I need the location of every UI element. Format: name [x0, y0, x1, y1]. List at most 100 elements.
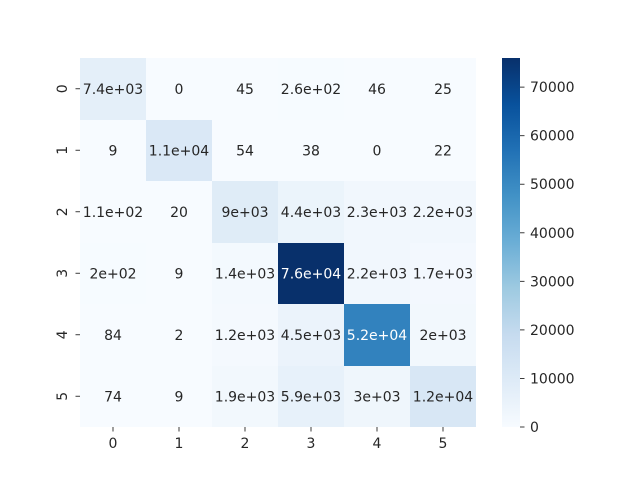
x-tick-2: 2 [241, 427, 250, 452]
colorbar-tick-7: 70000 [520, 80, 575, 96]
x-tick-1: 1 [175, 427, 184, 452]
colorbar-tick-6: 60000 [520, 129, 575, 145]
cell-annotation-r2-c5: 2.2e+03 [413, 205, 473, 221]
x-tick-label-1: 1 [175, 436, 184, 452]
heatmap-cell-r5-c3 [278, 366, 344, 427]
heatmap-cell-r3-c5 [410, 243, 476, 304]
heatmap-cell-r3-c1 [146, 243, 212, 304]
colorbar-tick-label-6: 60000 [530, 129, 575, 145]
colorbar-tick-label-7: 70000 [530, 80, 575, 96]
y-tick-label-1: 1 [55, 146, 71, 155]
heatmap-cell-r0-c4 [344, 58, 410, 120]
cell-annotation-r0-c3: 2.6e+02 [281, 82, 341, 98]
cell-annotation-r5-c3: 5.9e+03 [281, 389, 341, 405]
x-tick-label-4: 4 [373, 436, 382, 452]
heatmap-cell-r5-c5 [410, 366, 476, 427]
cell-annotation-r1-c2: 54 [236, 143, 254, 159]
cell-annotation-r0-c1: 0 [175, 82, 184, 98]
cell-annotation-r0-c4: 46 [368, 82, 386, 98]
y-tick-1: 1 [55, 146, 80, 155]
heatmap-cell-r3-c2 [212, 243, 278, 304]
cell-annotation-r3-c1: 9 [175, 266, 184, 282]
cell-annotation-r1-c1: 1.1e+04 [149, 143, 210, 159]
heatmap-cell-r1-c3 [278, 120, 344, 181]
cell-annotation-r3-c3: 7.6e+04 [281, 266, 342, 282]
colorbar-tick-2: 20000 [520, 323, 575, 339]
cell-annotation-r4-c1: 2 [175, 328, 184, 344]
colorbar-tick-label-3: 30000 [530, 274, 575, 290]
heatmap-cell-r1-c1 [146, 120, 212, 181]
heatmap-cell-r3-c4 [344, 243, 410, 304]
colorbar-tick-0: 0 [520, 420, 539, 436]
cell-annotation-r1-c0: 9 [109, 143, 118, 159]
heatmap-cell-r4-c2 [212, 304, 278, 366]
heatmap-cell-r5-c0 [80, 366, 146, 427]
heatmap-cell-r4-c1 [146, 304, 212, 366]
colorbar-tick-1: 10000 [520, 371, 575, 387]
cell-annotation-r2-c3: 4.4e+03 [281, 205, 341, 221]
cell-annotation-r1-c3: 38 [302, 143, 320, 159]
y-tick-label-0: 0 [55, 84, 71, 93]
cell-annotation-r5-c5: 1.2e+04 [413, 389, 474, 405]
cell-annotation-r3-c2: 1.4e+03 [215, 266, 275, 282]
heatmap-cell-r0-c5 [410, 58, 476, 120]
y-tick-4: 4 [55, 330, 80, 339]
cell-annotation-r2-c0: 1.1e+02 [83, 205, 143, 221]
y-tick-0: 0 [55, 84, 80, 93]
x-axis-ticks: 0 1 2 3 4 5 [109, 427, 447, 452]
colorbar [502, 58, 520, 427]
cell-annotation-r5-c1: 9 [175, 389, 184, 405]
cell-annotation-r4-c5: 2e+03 [419, 328, 466, 344]
cell-annotation-r4-c4: 5.2e+04 [347, 328, 408, 344]
cell-annotation-r4-c3: 4.5e+03 [281, 328, 341, 344]
heatmap-cell-r4-c4 [344, 304, 410, 366]
heatmap-cell-r0-c0 [80, 58, 146, 120]
cell-annotation-r0-c5: 25 [434, 82, 452, 98]
cell-annotation-r3-c0: 2e+02 [89, 266, 136, 282]
y-tick-5: 5 [55, 392, 80, 401]
x-tick-label-3: 3 [307, 436, 316, 452]
heatmap-cell-r3-c0 [80, 243, 146, 304]
cell-annotation-r4-c0: 84 [104, 328, 122, 344]
colorbar-ticks: 0 10000 20000 30000 40000 50000 60000 70000 [520, 80, 575, 436]
heatmap-cell-r1-c0 [80, 120, 146, 181]
colorbar-tick-label-0: 0 [530, 420, 539, 436]
cell-annotation-r2-c4: 2.3e+03 [347, 205, 407, 221]
heatmap-cell-r2-c5 [410, 181, 476, 243]
cell-annotation-r3-c5: 1.7e+03 [413, 266, 473, 282]
heatmap-cell-r2-c0 [80, 181, 146, 243]
cell-annotations: 7.4e+03 0 45 2.6e+02 46 25 9 1.1e+04 54 38 0 22 1.1e… [83, 82, 474, 406]
y-tick-2: 2 [55, 207, 80, 216]
cell-annotation-r4-c2: 1.2e+03 [215, 328, 275, 344]
colorbar-tick-label-4: 40000 [530, 226, 575, 242]
y-tick-label-5: 5 [55, 392, 71, 401]
heatmap-cell-r1-c2 [212, 120, 278, 181]
colorbar-tick-3: 30000 [520, 274, 575, 290]
y-tick-3: 3 [55, 269, 80, 278]
heatmap-cell-r5-c1 [146, 366, 212, 427]
cell-annotation-r0-c0: 7.4e+03 [83, 82, 143, 98]
heatmap-cell-r2-c2 [212, 181, 278, 243]
cell-annotation-r2-c1: 20 [170, 205, 188, 221]
heatmap-cell-r0-c3 [278, 58, 344, 120]
heatmap-cell-r5-c2 [212, 366, 278, 427]
y-tick-label-4: 4 [55, 330, 71, 339]
heatmap-cell-r1-c5 [410, 120, 476, 181]
heatmap-cells [80, 58, 476, 427]
heatmap-cell-r2-c1 [146, 181, 212, 243]
x-tick-label-2: 2 [241, 436, 250, 452]
colorbar-tick-5: 50000 [520, 177, 575, 193]
heatmap-cell-r4-c5 [410, 304, 476, 366]
x-tick-5: 5 [439, 427, 447, 452]
heatmap-cell-r2-c4 [344, 181, 410, 243]
heatmap-cell-r0-c2 [212, 58, 278, 120]
cell-annotation-r1-c5: 22 [434, 143, 452, 159]
colorbar-tick-label-1: 10000 [530, 371, 575, 387]
cell-annotation-r5-c2: 1.9e+03 [215, 389, 275, 405]
heatmap-cell-r0-c1 [146, 58, 212, 120]
heatmap-cell-r3-c3 [278, 243, 344, 304]
x-tick-4: 4 [373, 427, 382, 452]
x-tick-label-0: 0 [109, 436, 118, 452]
colorbar-tick-label-5: 50000 [530, 177, 575, 193]
